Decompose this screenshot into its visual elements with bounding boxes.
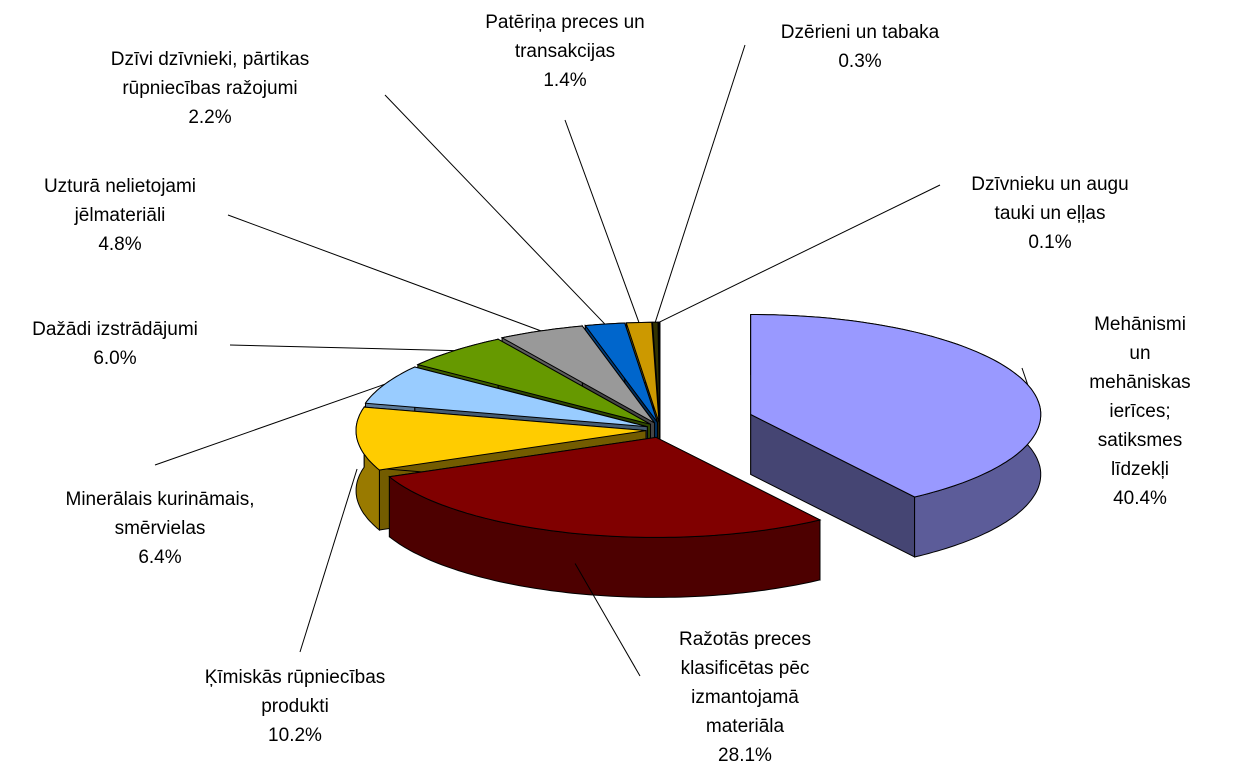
category-name: Minerālais kurināmais, smērvielas [65,489,255,539]
slice-label: Minerālais kurināmais, smērvielas 6.4% [65,485,254,572]
value-label: 1.4% [543,70,587,91]
category-name: Mehānismi un mehāniskas ierīces; satiksm… [1089,314,1191,480]
category-name: Dzīvnieku un augu tauki un eļļas [971,174,1129,224]
slice [388,436,822,538]
value-label: 6.0% [93,348,137,369]
category-name: Dzīvi dzīvnieki, pārtikas rūpniecības ra… [110,49,310,99]
slice [416,338,651,425]
leader-line [658,184,941,323]
slice-label: Ķīmiskās rūpniecības produkti 10.2% [205,663,386,750]
value-label: 0.1% [1028,232,1072,253]
leader-line [299,468,358,653]
value-label: 2.2% [188,107,232,128]
leader-line [229,344,455,352]
slice [625,321,660,423]
leader-line [654,44,746,323]
slice-label: Dažādi izstrādājumi 6.0% [32,315,198,373]
leader-line [574,563,641,677]
slice-label: Dzērieni un tabaka 0.3% [781,18,939,76]
leader-line [154,383,385,466]
leader-line [1021,367,1029,386]
slice-label: Dzīvnieku un augu tauki un eļļas 0.1% [971,170,1128,257]
slice-label: Ražotās preces klasificētas pēc izmantoj… [679,625,811,770]
value-label: 10.2% [268,725,322,746]
value-label: 6.4% [138,547,182,568]
leader-line [384,94,606,325]
category-name: Dažādi izstrādājumi [32,319,198,340]
slice-label: Mehānismi un mehāniskas ierīces; satiksm… [1082,310,1198,513]
value-label: 0.3% [838,51,882,72]
category-name: Ražotās preces klasificētas pēc izmantoj… [678,629,812,737]
value-label: 28.1% [718,745,772,766]
slice [355,406,647,471]
category-name: Dzērieni un tabaka [780,22,940,43]
category-name: Ķīmiskās rūpniecības produkti [204,667,386,717]
slice-label: Patēriņa preces un transakcijas 1.4% [485,8,645,95]
category-name: Patēriņa preces un transakcijas [485,12,645,62]
slice-label: Uzturā nelietojami jēlmateriāli 4.8% [44,172,196,259]
slice [364,366,648,428]
leader-line [564,119,640,323]
value-label: 4.8% [98,234,142,255]
category-name: Uzturā nelietojami jēlmateriāli [43,176,197,226]
slice-label: Dzīvi dzīvnieki, pārtikas rūpniecības ra… [111,45,310,132]
value-label: 40.4% [1113,488,1167,509]
leader-line [227,214,542,332]
slice [651,321,661,423]
